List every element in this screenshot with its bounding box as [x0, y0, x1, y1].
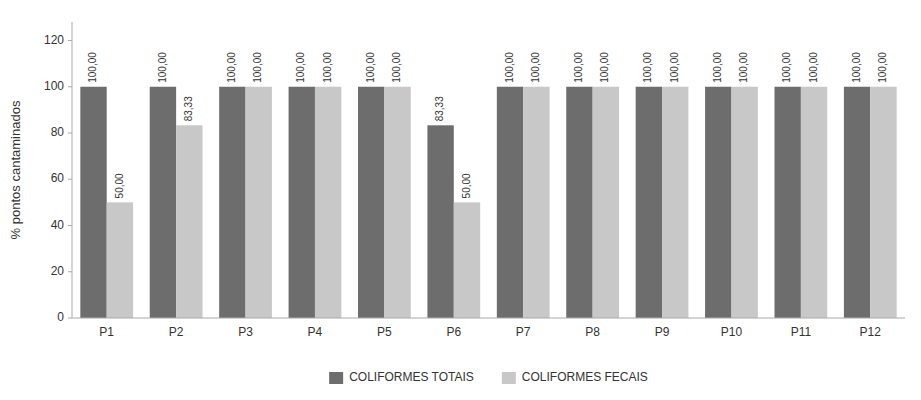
data-label: 100,00: [226, 52, 237, 83]
y-tick: [68, 271, 72, 272]
bar: [219, 87, 245, 318]
y-tick-label: 20: [51, 264, 65, 278]
bar: [454, 202, 480, 318]
x-tick-label: P1: [99, 325, 114, 339]
data-label: 100,00: [530, 52, 541, 83]
legend-item: COLIFORMES FECAIS: [502, 370, 648, 384]
x-tick-label: P5: [377, 325, 392, 339]
legend-label: COLIFORMES TOTAIS: [349, 370, 474, 384]
x-tick-label: P6: [446, 325, 461, 339]
bar: [289, 87, 315, 318]
bar: [150, 87, 176, 318]
bar: [427, 125, 453, 318]
data-labels: 100,00 100,00 100,00 100,00 100,00 83,33 100,0…: [87, 52, 888, 199]
data-label: 100,00: [573, 52, 584, 83]
legend: COLIFORMES TOTAIS COLIFORMES FECAIS: [329, 370, 648, 384]
data-label: 100,00: [365, 52, 376, 83]
chart: 020406080100120100,00100,00100,00100,001…: [0, 0, 921, 400]
y-tick: [68, 40, 72, 41]
bar: [246, 87, 272, 318]
x-tick-label: P10: [721, 325, 743, 339]
data-label: 100,00: [295, 52, 306, 83]
bar: [593, 87, 619, 318]
data-label: 50,00: [114, 173, 125, 198]
bar: [662, 87, 688, 318]
x-tick-label: P7: [516, 325, 531, 339]
y-tick: [68, 179, 72, 180]
y-tick-label: 60: [51, 171, 65, 185]
y-tick-label: 80: [51, 125, 65, 139]
legend-label: COLIFORMES FECAIS: [522, 370, 648, 384]
y-axis-line: [72, 22, 73, 318]
y-tick-label: 120: [44, 33, 64, 47]
chart-container: 020406080100120100,00100,00100,00100,001…: [0, 0, 921, 400]
bar: [384, 87, 410, 318]
x-tick-label: P4: [308, 325, 323, 339]
data-label: 100,00: [252, 52, 263, 83]
bars: [80, 87, 896, 318]
data-label: 100,00: [851, 52, 862, 83]
data-label: 100,00: [87, 52, 98, 83]
data-label: 100,00: [738, 52, 749, 83]
y-tick-label: 100: [44, 79, 64, 93]
x-tick-label: P11: [791, 325, 812, 339]
data-label: 50,00: [461, 173, 472, 198]
bar: [107, 202, 133, 318]
data-label: 83,33: [434, 96, 445, 121]
y-tick: [68, 225, 72, 226]
y-tick: [68, 86, 72, 87]
y-tick-label: 40: [51, 218, 65, 232]
y-axis-label: % pontos cantaminados: [8, 100, 23, 239]
bar: [844, 87, 870, 318]
y-tick: [68, 133, 72, 134]
data-label: 100,00: [322, 52, 333, 83]
x-tick-label: P3: [238, 325, 253, 339]
bar: [731, 87, 757, 318]
x-tick-label: P8: [585, 325, 600, 339]
data-label: 100,00: [391, 52, 402, 83]
bar: [705, 87, 731, 318]
data-label: 100,00: [712, 52, 723, 83]
bar: [176, 125, 202, 318]
bar: [315, 87, 341, 318]
x-tick-label: P2: [169, 325, 184, 339]
y-tick-label: 0: [57, 310, 64, 324]
data-label: 100,00: [599, 52, 610, 83]
bar: [870, 87, 896, 318]
legend-swatch: [329, 372, 343, 384]
data-label: 100,00: [808, 52, 819, 83]
x-axis-line: [72, 318, 905, 319]
data-label: 100,00: [781, 52, 792, 83]
data-label: 100,00: [642, 52, 653, 83]
x-tick-label: P12: [860, 325, 882, 339]
y-ticks: 0 20 40 60 80 100 120: [44, 33, 72, 325]
x-ticks: P1 P2 P3 P4 P5 P6 P7 P8 P9 P10 P11 P12: [99, 325, 881, 339]
bar: [523, 87, 549, 318]
y-tick: [68, 318, 72, 319]
bar: [774, 87, 800, 318]
data-label: 100,00: [157, 52, 168, 83]
data-label: 100,00: [877, 52, 888, 83]
bar: [80, 87, 106, 318]
data-label: 100,00: [504, 52, 515, 83]
bar: [358, 87, 384, 318]
bar: [566, 87, 592, 318]
legend-item: COLIFORMES TOTAIS: [329, 370, 474, 384]
x-tick-label: P9: [655, 325, 670, 339]
bar: [801, 87, 827, 318]
bar: [497, 87, 523, 318]
data-label: 100,00: [669, 52, 680, 83]
data-label: 83,33: [183, 96, 194, 121]
legend-swatch: [502, 372, 516, 384]
bar: [636, 87, 662, 318]
